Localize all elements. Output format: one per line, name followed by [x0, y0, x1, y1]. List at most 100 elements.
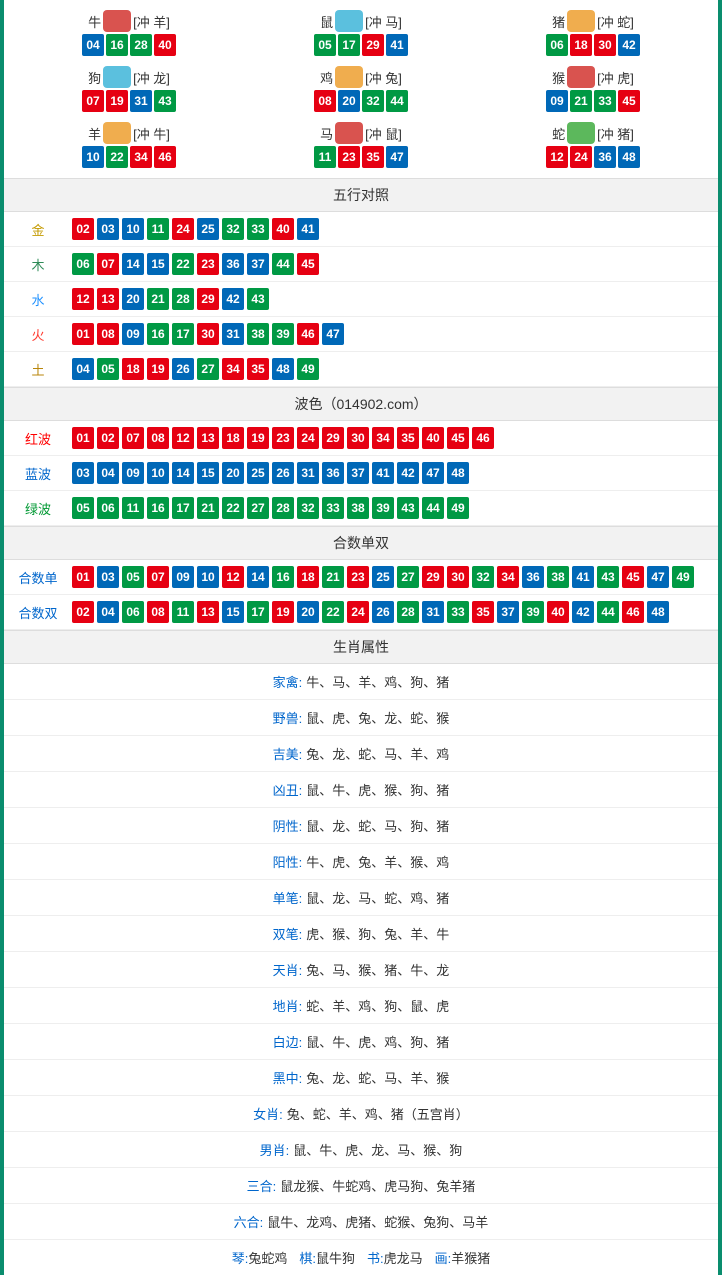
attr-label: 男肖: — [260, 1143, 290, 1158]
number-ball: 45 — [618, 90, 640, 112]
number-ball: 39 — [372, 497, 394, 519]
last-seg-label: 画: — [435, 1251, 452, 1266]
number-ball: 10 — [147, 462, 169, 484]
ball-row: 金02031011242532334041 — [4, 212, 718, 247]
number-ball: 31 — [422, 601, 444, 623]
number-ball: 05 — [97, 358, 119, 380]
bose-title: 波色（014902.com） — [4, 387, 718, 421]
number-ball: 40 — [154, 34, 176, 56]
number-ball: 09 — [122, 462, 144, 484]
zodiac-name: 马 — [320, 124, 333, 143]
zodiac-clash: [冲 猪] — [597, 124, 634, 143]
number-ball: 36 — [222, 253, 244, 275]
zodiac-icon — [335, 10, 363, 32]
number-ball: 17 — [172, 497, 194, 519]
number-ball: 22 — [172, 253, 194, 275]
number-ball: 24 — [172, 218, 194, 240]
zodiac-name: 猴 — [552, 68, 565, 87]
number-ball: 31 — [297, 462, 319, 484]
number-ball: 32 — [362, 90, 384, 112]
number-ball: 07 — [147, 566, 169, 588]
number-ball: 17 — [338, 34, 360, 56]
number-ball: 03 — [72, 462, 94, 484]
number-ball: 46 — [472, 427, 494, 449]
zodiac-nums: 09213345 — [478, 90, 708, 112]
row-balls: 1213202128294243 — [72, 288, 269, 310]
number-ball: 27 — [397, 566, 419, 588]
number-ball: 13 — [97, 288, 119, 310]
number-ball: 33 — [322, 497, 344, 519]
number-ball: 16 — [272, 566, 294, 588]
zodiac-clash: [冲 羊] — [133, 12, 170, 31]
number-ball: 18 — [570, 34, 592, 56]
attr-rows: 家禽:牛、马、羊、鸡、狗、猪野兽:鼠、虎、兔、龙、蛇、猴吉美:兔、龙、蛇、马、羊… — [4, 664, 718, 1240]
bose-rows: 红波0102070812131819232429303435404546蓝波03… — [4, 421, 718, 526]
number-ball: 02 — [97, 427, 119, 449]
heshu-title: 合数单双 — [4, 526, 718, 560]
zodiac-clash: [冲 龙] — [133, 68, 170, 87]
number-ball: 11 — [172, 601, 194, 623]
zodiac-head: 马[冲 鼠] — [246, 122, 476, 144]
number-ball: 37 — [497, 601, 519, 623]
attr-label: 白边: — [273, 1035, 303, 1050]
row-label: 绿波 — [14, 499, 62, 518]
number-ball: 36 — [322, 462, 344, 484]
number-ball: 41 — [297, 218, 319, 240]
number-ball: 09 — [122, 323, 144, 345]
number-ball: 32 — [472, 566, 494, 588]
number-ball: 28 — [397, 601, 419, 623]
zodiac-name: 蛇 — [552, 124, 565, 143]
attr-label: 双笔: — [273, 927, 303, 942]
zodiac-head: 鼠[冲 马] — [246, 10, 476, 32]
number-ball: 20 — [122, 288, 144, 310]
zodiac-icon — [335, 66, 363, 88]
attr-text: 鼠龙猴、牛蛇鸡、虎马狗、兔羊猪 — [280, 1179, 475, 1194]
number-ball: 29 — [362, 34, 384, 56]
number-ball: 03 — [97, 218, 119, 240]
number-ball: 18 — [122, 358, 144, 380]
attr-text: 鼠、牛、虎、龙、马、猴、狗 — [293, 1143, 462, 1158]
row-balls: 05061116172122272832333839434449 — [72, 497, 469, 519]
number-ball: 04 — [82, 34, 104, 56]
number-ball: 04 — [72, 358, 94, 380]
ball-row: 蓝波03040910141520252631363741424748 — [4, 456, 718, 491]
number-ball: 12 — [546, 146, 568, 168]
number-ball: 43 — [597, 566, 619, 588]
number-ball: 17 — [172, 323, 194, 345]
number-ball: 30 — [347, 427, 369, 449]
zodiac-head: 狗[冲 龙] — [14, 66, 244, 88]
number-ball: 15 — [197, 462, 219, 484]
number-ball: 18 — [222, 427, 244, 449]
attr-text: 鼠、龙、马、蛇、鸡、猪 — [306, 891, 449, 906]
zodiac-name: 牛 — [88, 12, 101, 31]
attr-row: 双笔:虎、猴、狗、兔、羊、牛 — [4, 916, 718, 952]
number-ball: 16 — [147, 497, 169, 519]
row-label: 木 — [14, 255, 62, 274]
attr-text: 兔、龙、蛇、马、羊、鸡 — [306, 747, 449, 762]
number-ball: 08 — [97, 323, 119, 345]
row-label: 合数单 — [14, 568, 62, 587]
zodiac-clash: [冲 虎] — [597, 68, 634, 87]
number-ball: 37 — [247, 253, 269, 275]
number-ball: 11 — [314, 146, 336, 168]
number-ball: 34 — [497, 566, 519, 588]
number-ball: 44 — [422, 497, 444, 519]
number-ball: 46 — [622, 601, 644, 623]
number-ball: 36 — [522, 566, 544, 588]
number-ball: 45 — [447, 427, 469, 449]
number-ball: 06 — [97, 497, 119, 519]
number-ball: 25 — [247, 462, 269, 484]
number-ball: 19 — [247, 427, 269, 449]
number-ball: 22 — [106, 146, 128, 168]
number-ball: 11 — [147, 218, 169, 240]
number-ball: 29 — [322, 427, 344, 449]
number-ball: 10 — [122, 218, 144, 240]
number-ball: 09 — [172, 566, 194, 588]
number-ball: 29 — [422, 566, 444, 588]
number-ball: 13 — [197, 427, 219, 449]
last-seg-text: 虎龙马 — [384, 1251, 423, 1266]
zodiac-icon — [103, 66, 131, 88]
number-ball: 25 — [372, 566, 394, 588]
number-ball: 49 — [447, 497, 469, 519]
attr-row: 吉美:兔、龙、蛇、马、羊、鸡 — [4, 736, 718, 772]
